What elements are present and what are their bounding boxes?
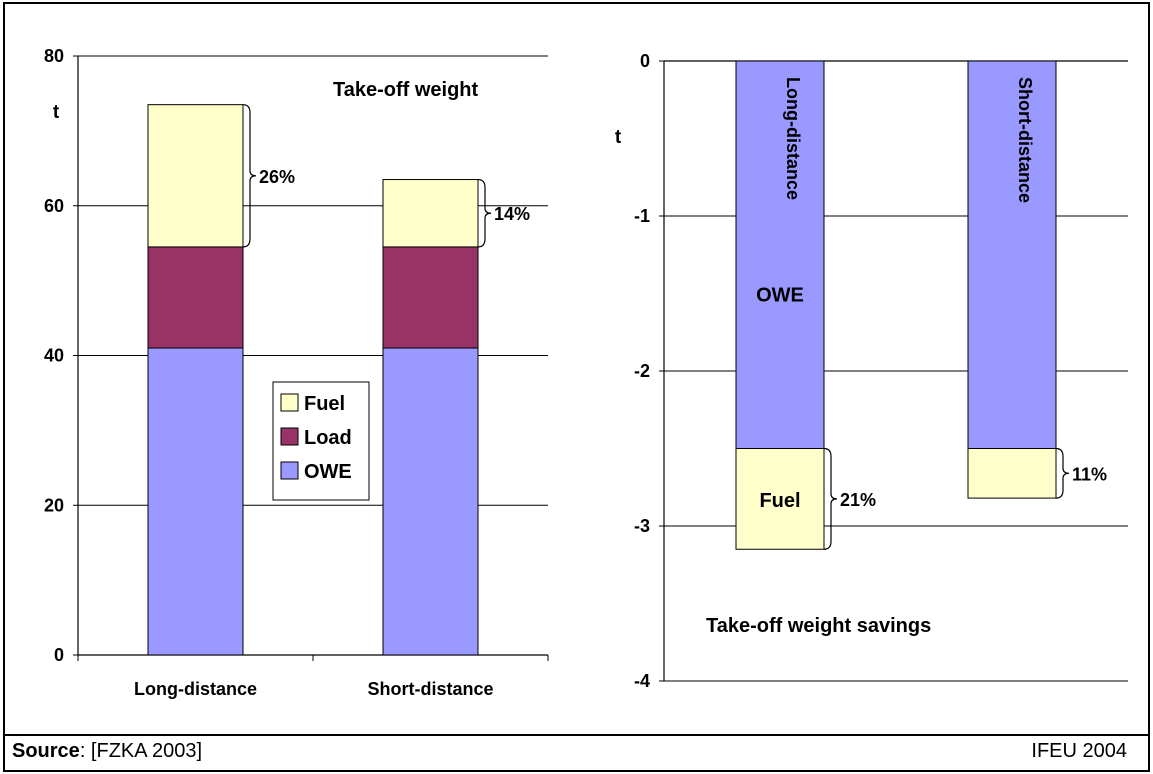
y-axis-label: t [615,127,622,148]
source-label: Source [12,740,80,762]
legend-swatch-fuel [280,393,299,412]
source-text: : [FZKA 2003] [79,740,203,762]
legend-swatch-owe [280,461,299,480]
credit-note: IFEU 2004 [1031,740,1127,762]
source-note: Source: [FZKA 2003] [12,740,202,763]
bar-annotation: 26% [259,167,295,187]
y-tick-label: 0 [640,51,650,71]
y-tick-label: -4 [634,671,650,691]
bar-segment-fuel [147,104,244,248]
y-tick-label: 60 [44,196,64,216]
legend-label: Load [304,427,352,449]
takeoff-weight-chart: 0 20 40 60 80 Long-distance Short-distance 26%… [44,46,549,699]
bar-segment-owe [967,60,1057,449]
figure-frame [3,2,1150,772]
bar-segment-fuel [967,448,1057,499]
y-tick-label: -3 [634,516,650,536]
legend-label: OWE [304,461,352,483]
bar-segment-fuel [382,179,479,248]
legend-label: Fuel [304,393,345,415]
brace [1055,447,1070,499]
segment-label-fuel: Fuel [759,490,800,512]
chart-title: Take-off weight [333,79,479,101]
bar-segment-load [147,246,244,349]
takeoff-weight-savings-chart: 0 -1 -2 -3 -4 Long-distance Short-distance OWE… [615,51,1128,691]
x-tick-label: Short-distance [367,679,493,699]
category-label: Long-distance [783,77,803,200]
y-tick-label: 80 [44,46,64,66]
category-label: Short-distance [1015,77,1035,203]
bar-segment-owe [382,347,479,656]
y-tick-label: -1 [634,206,650,226]
footer-divider [3,734,1150,736]
bar-annotation: 11% [1072,464,1107,484]
bar-segment-load [382,246,479,349]
segment-label-owe: OWE [756,285,804,307]
brace [477,178,492,248]
bar-segment-fuel [735,448,825,550]
bar-annotation: 21% [840,490,876,510]
y-tick-label: 0 [54,645,64,665]
bar-segment-owe [147,347,244,656]
x-tick-label: Long-distance [134,679,257,699]
y-tick-label: 40 [44,346,64,366]
y-tick-label: 20 [44,495,64,515]
charts-canvas: 0 20 40 60 80 Long-distance Short-distance 26%… [44,46,1128,699]
legend: Fuel Load OWE [272,381,370,501]
bar-segment-owe [735,60,825,449]
y-axis-label: t [53,102,60,123]
chart-title: Take-off weight savings [706,615,931,637]
y-tick-label: -2 [634,361,650,381]
brace [242,104,257,248]
bar-annotation: 14% [494,204,530,224]
legend-swatch-load [280,427,299,446]
brace [823,447,838,550]
